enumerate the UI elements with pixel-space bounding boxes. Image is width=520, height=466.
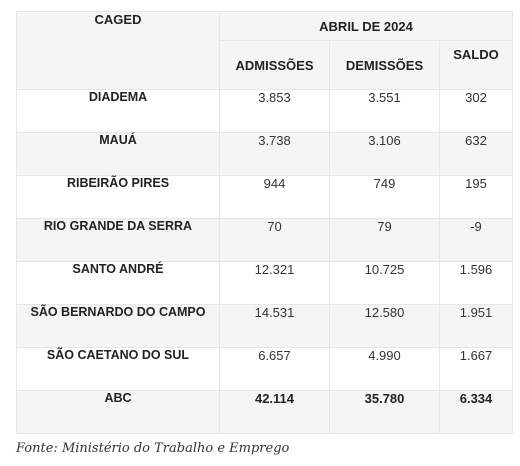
row-admissoes: 14.531 bbox=[219, 304, 330, 348]
row-name: SANTO ANDRÉ bbox=[16, 261, 220, 305]
row-admissoes: 70 bbox=[219, 218, 330, 262]
table-row: RIO GRANDE DA SERRA 70 79 -9 bbox=[16, 218, 514, 262]
row-demissoes: 3.106 bbox=[329, 132, 440, 176]
table-row-total: ABC 42.114 35.780 6.334 bbox=[16, 390, 514, 434]
row-saldo: 1.951 bbox=[438, 304, 514, 348]
row-demissoes: 12.580 bbox=[329, 304, 440, 348]
row-admissoes: 12.321 bbox=[219, 261, 330, 305]
row-admissoes: 944 bbox=[219, 175, 330, 219]
row-demissoes: 35.780 bbox=[329, 390, 440, 434]
row-name: DIADEMA bbox=[16, 89, 220, 133]
row-saldo: 632 bbox=[438, 132, 514, 176]
row-saldo: 1.596 bbox=[438, 261, 514, 305]
row-name: SÃO CAETANO DO SUL bbox=[16, 347, 220, 391]
row-admissoes: 3.738 bbox=[219, 132, 330, 176]
row-name: ABC bbox=[16, 390, 220, 434]
row-admissoes: 6.657 bbox=[219, 347, 330, 391]
table-row: MAUÁ 3.738 3.106 632 bbox=[16, 132, 514, 176]
caged-table: CAGED ABRIL DE 2024 ADMISSÕES DEMISSÕES … bbox=[16, 11, 514, 434]
period-label: ABRIL DE 2024 bbox=[218, 11, 514, 41]
column-header-admissoes: ADMISSÕES bbox=[219, 40, 330, 90]
row-demissoes: 749 bbox=[329, 175, 440, 219]
row-name: RIBEIRÃO PIRES bbox=[16, 175, 220, 219]
table-row: SANTO ANDRÉ 12.321 10.725 1.596 bbox=[16, 261, 514, 305]
row-demissoes: 3.551 bbox=[329, 89, 440, 133]
table-row: DIADEMA 3.853 3.551 302 bbox=[16, 89, 514, 133]
corner-label: CAGED bbox=[16, 11, 220, 90]
row-saldo: 195 bbox=[438, 175, 514, 219]
row-saldo: 6.334 bbox=[438, 390, 514, 434]
source-note: Fonte: Ministério do Trabalho e Emprego bbox=[16, 441, 290, 456]
row-saldo: 1.667 bbox=[438, 347, 514, 391]
table-row: SÃO CAETANO DO SUL 6.657 4.990 1.667 bbox=[16, 347, 514, 391]
row-demissoes: 10.725 bbox=[329, 261, 440, 305]
column-header-saldo: SALDO bbox=[438, 40, 514, 90]
row-saldo: 302 bbox=[438, 89, 514, 133]
row-name: SÃO BERNARDO DO CAMPO bbox=[16, 304, 220, 348]
row-name: RIO GRANDE DA SERRA bbox=[16, 218, 220, 262]
row-saldo: -9 bbox=[438, 218, 514, 262]
row-demissoes: 79 bbox=[329, 218, 440, 262]
row-admissoes: 3.853 bbox=[219, 89, 330, 133]
table-row: RIBEIRÃO PIRES 944 749 195 bbox=[16, 175, 514, 219]
table-row: SÃO BERNARDO DO CAMPO 14.531 12.580 1.95… bbox=[16, 304, 514, 348]
row-demissoes: 4.990 bbox=[329, 347, 440, 391]
row-admissoes: 42.114 bbox=[219, 390, 330, 434]
column-header-demissoes: DEMISSÕES bbox=[329, 40, 440, 90]
row-name: MAUÁ bbox=[16, 132, 220, 176]
